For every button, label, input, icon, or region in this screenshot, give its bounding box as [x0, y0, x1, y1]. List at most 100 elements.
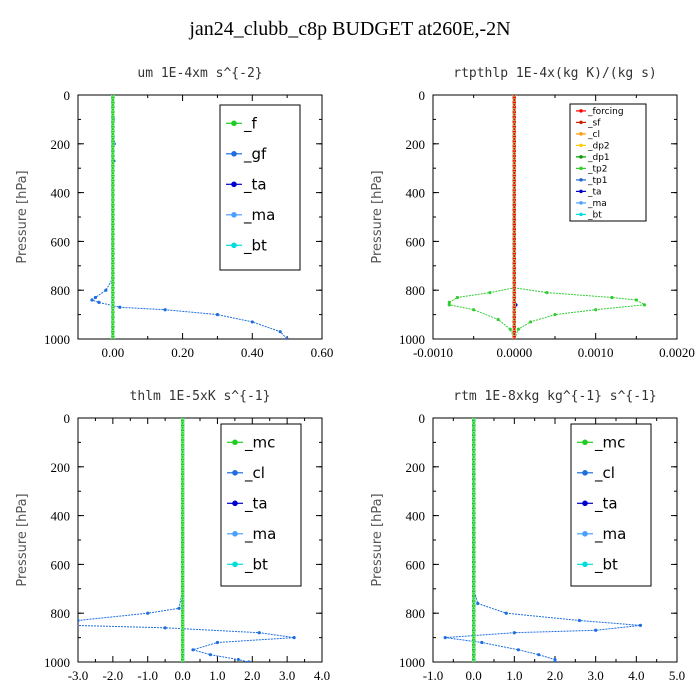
zero-line-point	[471, 635, 476, 640]
zero-line-point	[512, 322, 517, 327]
zero-line-point	[512, 146, 517, 151]
x-tick-label: 0.40	[241, 345, 264, 360]
zero-line-point	[111, 312, 115, 317]
zero-line-point	[111, 327, 115, 332]
zero-line-point	[180, 464, 185, 469]
series-tp2-branch-point	[545, 291, 549, 295]
zero-line-point	[512, 156, 517, 161]
zero-line-point	[512, 298, 517, 302]
legend-label: _bt	[594, 556, 618, 575]
panel-title: rtpthlp 1E-4x(kg K)/(kg s)	[453, 66, 657, 81]
legend-label: _cl	[587, 130, 600, 140]
zero-line-point	[111, 151, 115, 156]
zero-line-point	[512, 210, 517, 214]
zero-line-point	[471, 611, 476, 616]
zero-line-point	[512, 122, 517, 127]
x-tick-label: 4.0	[314, 668, 330, 683]
x-tick-label: 5.0	[669, 668, 685, 683]
series-tp2-branch-line	[513, 287, 647, 339]
legend-label: _mc	[244, 434, 275, 453]
zero-line-point	[111, 234, 115, 239]
zero-line-point	[512, 185, 517, 190]
zero-line-point	[471, 523, 476, 528]
zero-line-point	[512, 224, 517, 229]
legend-swatch-marker	[579, 178, 583, 182]
zero-line-point	[111, 122, 115, 127]
y-axis-label: Pressure [hPa]	[15, 170, 30, 263]
x-tick-label: -0.0010	[413, 345, 453, 360]
zero-line-point	[471, 543, 476, 547]
legend-swatch-marker	[579, 143, 583, 148]
zero-line-point	[111, 210, 115, 214]
zero-line-point	[471, 460, 476, 464]
zero-line-point	[111, 195, 115, 200]
y-tick-label: 200	[51, 137, 71, 152]
x-tick-label: 0.0	[174, 668, 190, 683]
zero-line-point	[471, 494, 476, 498]
zero-line-point	[111, 137, 115, 141]
x-tick-label: 0.0000	[496, 345, 532, 360]
legend-label: _dp1	[587, 153, 610, 163]
zero-line-point	[471, 435, 476, 440]
zero-line-point	[512, 254, 517, 258]
zero-line-point	[471, 479, 476, 484]
legend-swatch-marker	[232, 531, 238, 537]
zero-line-point	[512, 303, 517, 307]
legend-swatch-marker	[231, 212, 237, 218]
zero-line-point	[512, 293, 517, 297]
zero-line-point	[512, 107, 517, 112]
zero-line-point	[471, 567, 476, 572]
y-tick-label: 1000	[399, 332, 425, 347]
zero-line-point	[512, 95, 517, 97]
zero-line-point	[180, 523, 185, 528]
series-cl-point	[537, 653, 541, 657]
zero-line-point	[180, 518, 185, 523]
legend-label: _ta	[587, 188, 602, 198]
zero-line-point	[471, 552, 476, 557]
zero-line-point	[111, 156, 115, 161]
zero-line-point	[180, 508, 185, 513]
zero-line-point	[471, 630, 476, 635]
x-tick-label: -2.0	[103, 668, 124, 683]
series-cl-point	[215, 640, 220, 645]
series-tp2-branch-point	[594, 308, 598, 312]
panel-title: thlm 1E-5xK s^{-1}	[130, 389, 271, 404]
zero-line-point	[180, 494, 185, 498]
zero-line-point	[180, 528, 185, 533]
zero-line-point	[180, 577, 185, 581]
zero-line-point	[180, 626, 185, 630]
zero-line-point	[471, 621, 476, 625]
y-tick-label: 1000	[44, 655, 70, 670]
zero-line-point	[111, 293, 115, 297]
zero-line-point	[180, 601, 185, 606]
zero-line-point	[512, 112, 517, 117]
legend-swatch-marker	[232, 439, 238, 446]
zero-line-point	[512, 263, 517, 268]
zero-line-point	[180, 562, 185, 567]
series-cl-point	[73, 624, 76, 627]
zero-line-point	[180, 425, 185, 430]
zero-line-point	[111, 142, 115, 146]
series-tp2-branch-point	[516, 327, 521, 331]
zero-line-point	[180, 469, 185, 474]
legend-label: _f	[243, 115, 258, 134]
zero-line-point	[111, 288, 115, 293]
series-cl-point	[480, 640, 484, 645]
legend-label: _forcing	[587, 107, 624, 117]
zero-line-point	[512, 142, 517, 146]
legend-swatch-marker	[582, 531, 588, 537]
zero-line-point	[512, 195, 517, 200]
y-tick-label: 800	[51, 606, 71, 621]
x-tick-label: -3.0	[68, 668, 89, 683]
zero-line-point	[512, 337, 517, 339]
zero-line-point	[512, 151, 517, 156]
legend-swatch-marker	[232, 561, 238, 568]
zero-line-point	[180, 586, 185, 591]
zero-line-point	[111, 263, 115, 268]
zero-line-point	[512, 288, 517, 293]
series-cl-point	[512, 631, 516, 635]
zero-line-point	[111, 146, 115, 151]
legend-label: _dp2	[587, 142, 610, 152]
zero-line-point	[512, 171, 517, 175]
zero-line-point	[180, 445, 185, 450]
